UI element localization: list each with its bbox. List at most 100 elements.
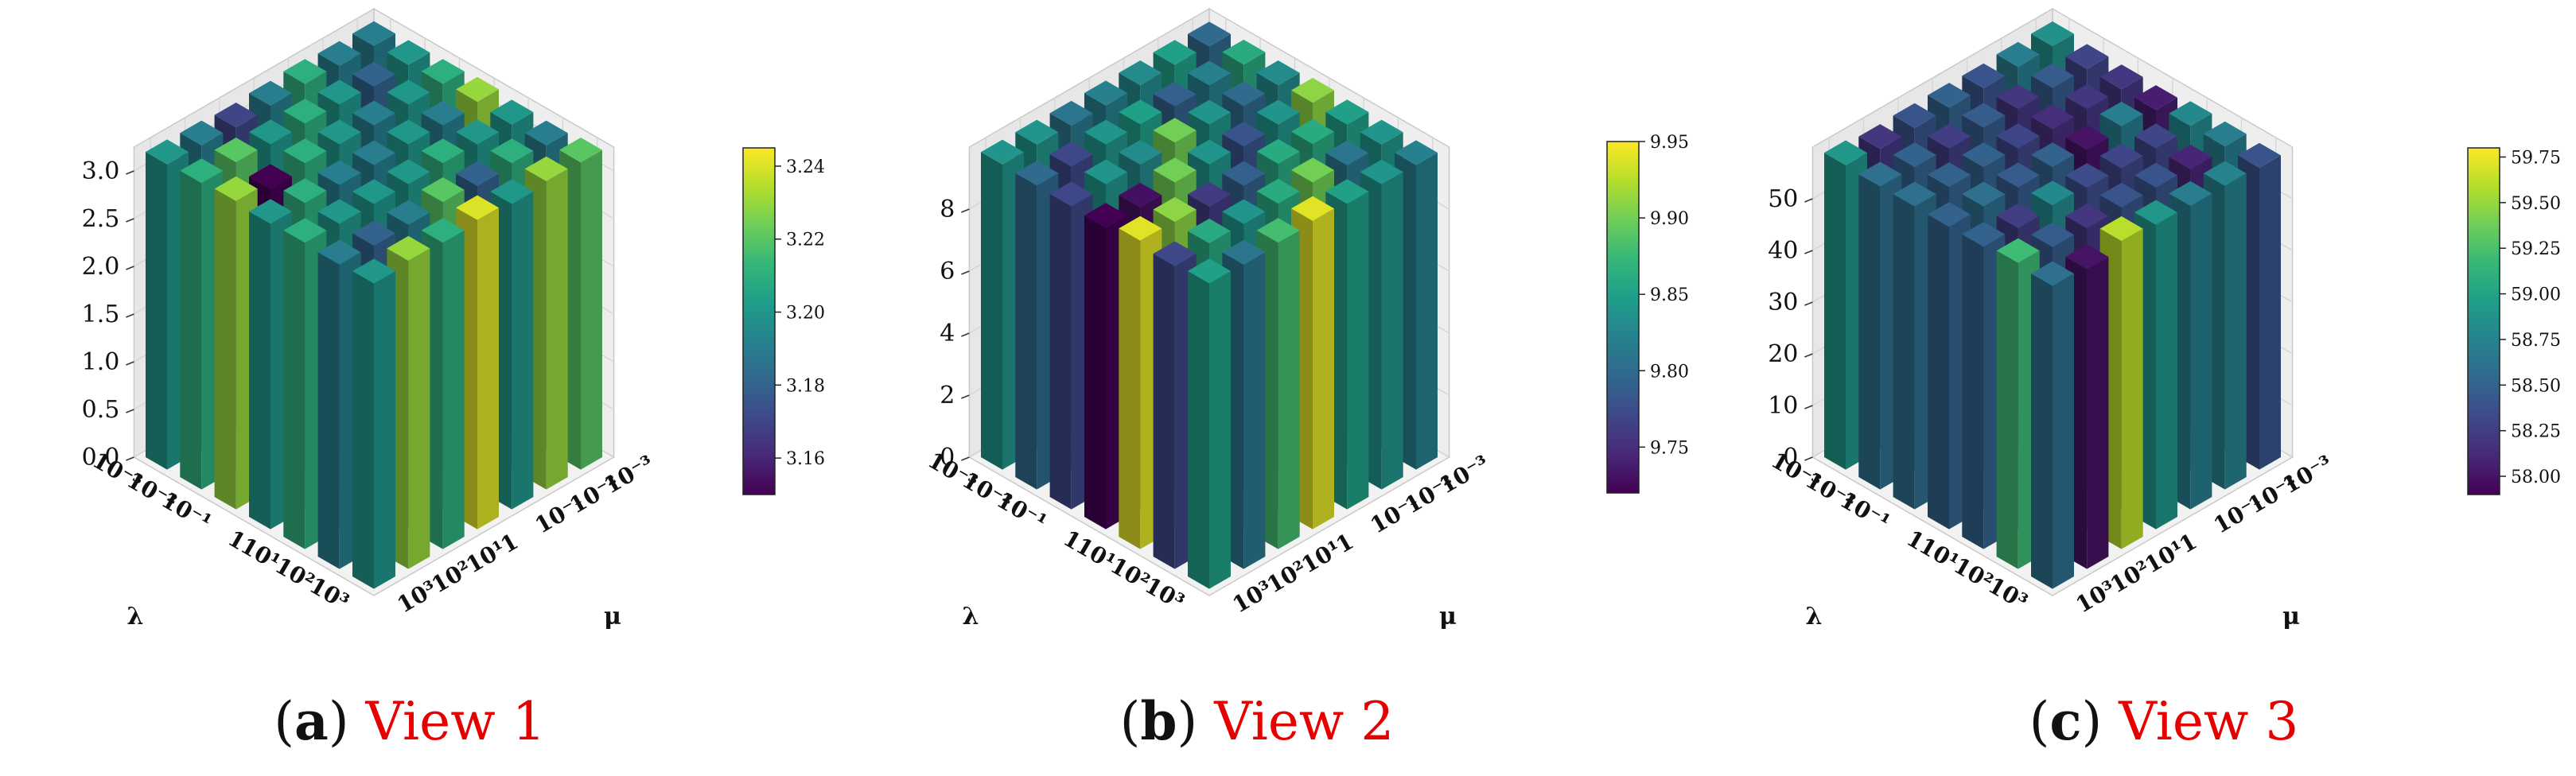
bar-face-top: [1360, 119, 1403, 145]
bar-face-top: [146, 139, 189, 165]
bar-face-left: [1015, 173, 1037, 490]
bar-face-top: [490, 138, 534, 164]
bar-face-top: [456, 119, 499, 145]
bar-face-top: [1928, 83, 1971, 108]
bar-face-top: [1222, 199, 1266, 224]
bar-6-5: [1153, 241, 1197, 569]
z-tick-label: 6: [940, 258, 955, 285]
bar-face-top: [2031, 142, 2074, 168]
bar-face-top: [352, 21, 395, 46]
colorbar-gradient: [742, 147, 776, 495]
bar-face-top: [2065, 44, 2109, 69]
bar-face-top: [1153, 118, 1197, 143]
colorbar-tick-label: 9.80: [1650, 362, 1689, 382]
bar-face-right: [2224, 173, 2247, 490]
bar-face-left: [146, 152, 167, 470]
bar-face-left: [1858, 174, 1881, 490]
bar-face-right: [1381, 172, 1403, 490]
colorbar-tick-label: 3.18: [786, 376, 825, 396]
bar-face-right: [581, 149, 602, 470]
bar-face-top: [283, 138, 327, 164]
colorbar-tick-label: 9.75: [1650, 438, 1689, 458]
caption-a: (a) View 1: [274, 690, 545, 752]
bar-face-right: [2121, 228, 2143, 549]
bar-face-top: [1188, 218, 1231, 244]
bar-face-top: [387, 40, 430, 65]
bar-face-left: [249, 211, 270, 530]
bar-face-top: [214, 103, 258, 128]
bar-face-top: [2065, 244, 2109, 270]
bar-face-top: [214, 176, 258, 201]
colorbar-tick-label: 9.90: [1650, 209, 1689, 229]
bar-face-top: [1893, 103, 1936, 128]
bar-face-right: [1416, 153, 1438, 470]
z-tick-label: 10: [1768, 392, 1798, 420]
bar-face-top: [1928, 123, 1971, 149]
bar-face-top: [1291, 77, 1334, 103]
bar-face-top: [421, 138, 465, 164]
bar-face-top: [1325, 99, 1369, 125]
bar-face-top: [352, 140, 395, 165]
bar-face-top: [1256, 138, 1300, 165]
colorbar-tick-label: 58.75: [2511, 331, 2561, 351]
bar-face-top: [1222, 161, 1266, 186]
bar-face-top: [1256, 178, 1300, 204]
bar-face-top: [456, 76, 499, 102]
z-tick: [1804, 405, 1813, 409]
bar-face-top: [1188, 99, 1231, 125]
bar-face-top: [456, 161, 499, 186]
bar-face-left: [1049, 194, 1072, 510]
bar3d-plot-a: 0.00.51.01.52.02.53.010⁻³10⁻²10⁻¹110¹10²…: [82, 7, 825, 630]
bar-face-top: [1153, 196, 1197, 223]
bar-face-top: [1928, 202, 1971, 227]
bar-face-top: [1119, 99, 1162, 125]
bar-face-top: [1119, 215, 1162, 241]
bar-face-top: [1188, 258, 1231, 284]
bar-face-top: [1256, 99, 1300, 125]
bar-face-top: [421, 100, 465, 126]
colorbar-tick-label: 58.00: [2511, 468, 2561, 487]
bar-face-top: [249, 80, 292, 106]
bar-face-top: [1222, 122, 1266, 147]
bar-face-left: [1119, 228, 1141, 549]
bar-face-top: [283, 178, 327, 204]
bar-face-top: [1015, 119, 1059, 145]
z-tick: [1804, 301, 1813, 306]
bar-face-top: [1222, 239, 1266, 265]
z-tick-label: 0.0: [82, 444, 120, 471]
bar-2-6: [1325, 179, 1369, 510]
bar-face-top: [490, 99, 534, 125]
bar-face-right: [2156, 212, 2177, 530]
bar-face-right: [1243, 252, 1266, 569]
bar-face-top: [249, 119, 292, 145]
bar-face-top: [1153, 241, 1197, 266]
bar-face-top: [1222, 39, 1266, 65]
bar-face-top: [421, 59, 465, 84]
z-tick-label: 50: [1768, 185, 1798, 213]
bar-face-top: [1291, 196, 1334, 221]
bar-face-top: [2203, 121, 2247, 147]
bar-face-left: [1824, 153, 1846, 470]
bar-face-top: [1325, 179, 1369, 204]
bar-face-top: [180, 158, 224, 184]
bar-6-6: [2031, 261, 2074, 589]
z-tick: [1804, 250, 1813, 254]
z-tick-label: 4: [940, 320, 955, 347]
z-tick: [1804, 353, 1813, 358]
bar-face-top: [1824, 140, 1867, 165]
bar-face-top: [2134, 85, 2177, 111]
bar-face-left: [180, 170, 202, 490]
z-tick: [126, 218, 134, 223]
bar-6-6: [1188, 258, 1231, 589]
bar-face-top: [1084, 80, 1127, 106]
bar-face-top: [352, 258, 395, 284]
bar-face-top: [1893, 142, 1936, 168]
bar-face-top: [352, 100, 395, 126]
bar-face-right: [1209, 270, 1231, 589]
bar-face-top: [2238, 142, 2281, 168]
bar-face-top: [2031, 104, 2074, 130]
bar-face-top: [352, 61, 395, 87]
bar-face-top: [1049, 181, 1093, 207]
